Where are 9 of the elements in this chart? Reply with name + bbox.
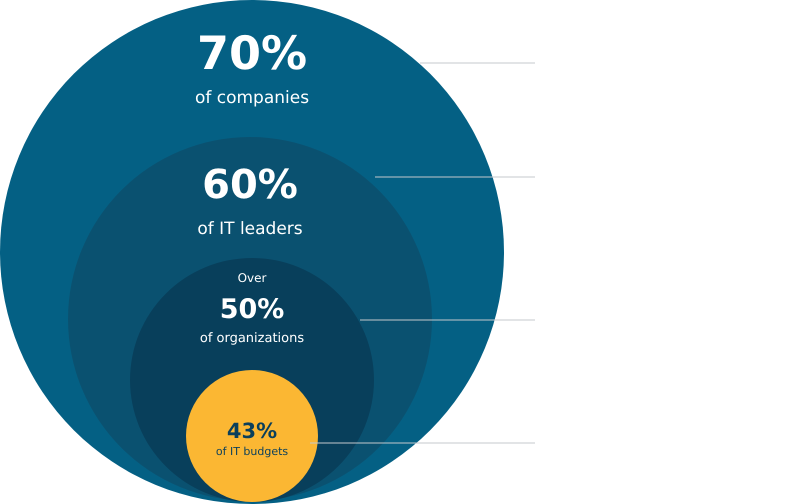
- category-label: of IT leaders: [197, 219, 303, 239]
- category-label: of IT budgets: [216, 445, 288, 458]
- data-label: 43%: [226, 419, 278, 443]
- text: Over: [238, 271, 266, 285]
- category-label: of companies: [194, 88, 310, 108]
- data-label: 50%: [220, 294, 284, 325]
- data-label: 60%: [202, 162, 298, 208]
- category-label: of organizations: [200, 331, 304, 346]
- data-label: 70%: [196, 26, 308, 80]
